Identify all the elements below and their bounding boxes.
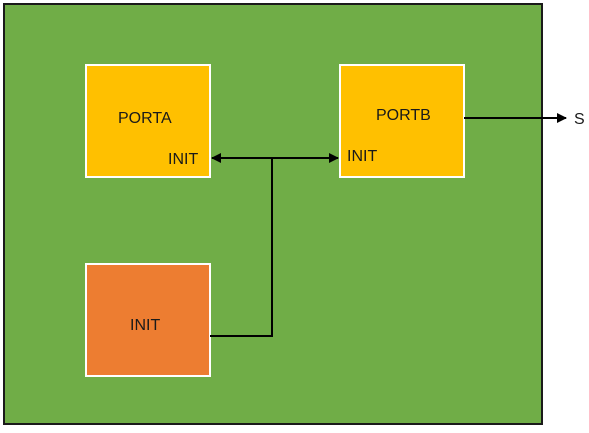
output-s-label: S [574, 111, 585, 128]
porta-block[interactable] [85, 64, 211, 178]
portb-title: PORTB [376, 107, 431, 124]
init-distribution-wires [210, 153, 339, 337]
porta-init-port-label: INIT [168, 151, 198, 168]
porta-title: PORTA [118, 110, 172, 127]
portb-init-port-label: INIT [347, 148, 377, 165]
portb-block[interactable] [339, 64, 465, 178]
init-block-title: INIT [130, 317, 160, 334]
init-block[interactable] [85, 263, 211, 377]
